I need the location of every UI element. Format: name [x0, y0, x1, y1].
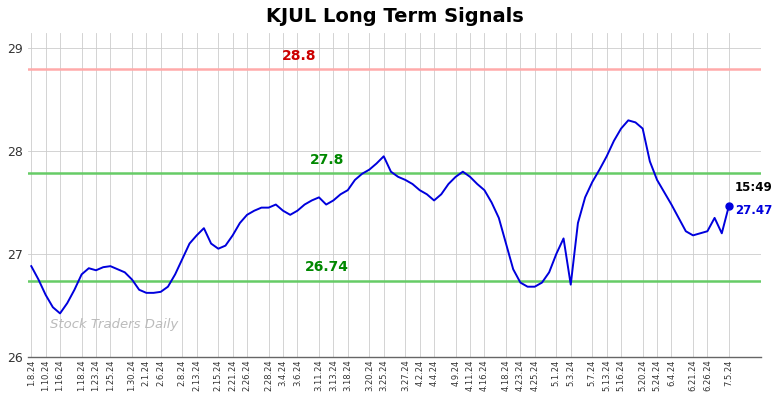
Text: 28.8: 28.8	[282, 49, 317, 63]
Text: 26.74: 26.74	[305, 260, 350, 274]
Text: Stock Traders Daily: Stock Traders Daily	[49, 318, 178, 331]
Text: 27.47: 27.47	[735, 204, 772, 217]
Text: 27.8: 27.8	[310, 152, 344, 166]
Title: KJUL Long Term Signals: KJUL Long Term Signals	[266, 7, 524, 26]
Text: 15:49: 15:49	[735, 181, 772, 193]
